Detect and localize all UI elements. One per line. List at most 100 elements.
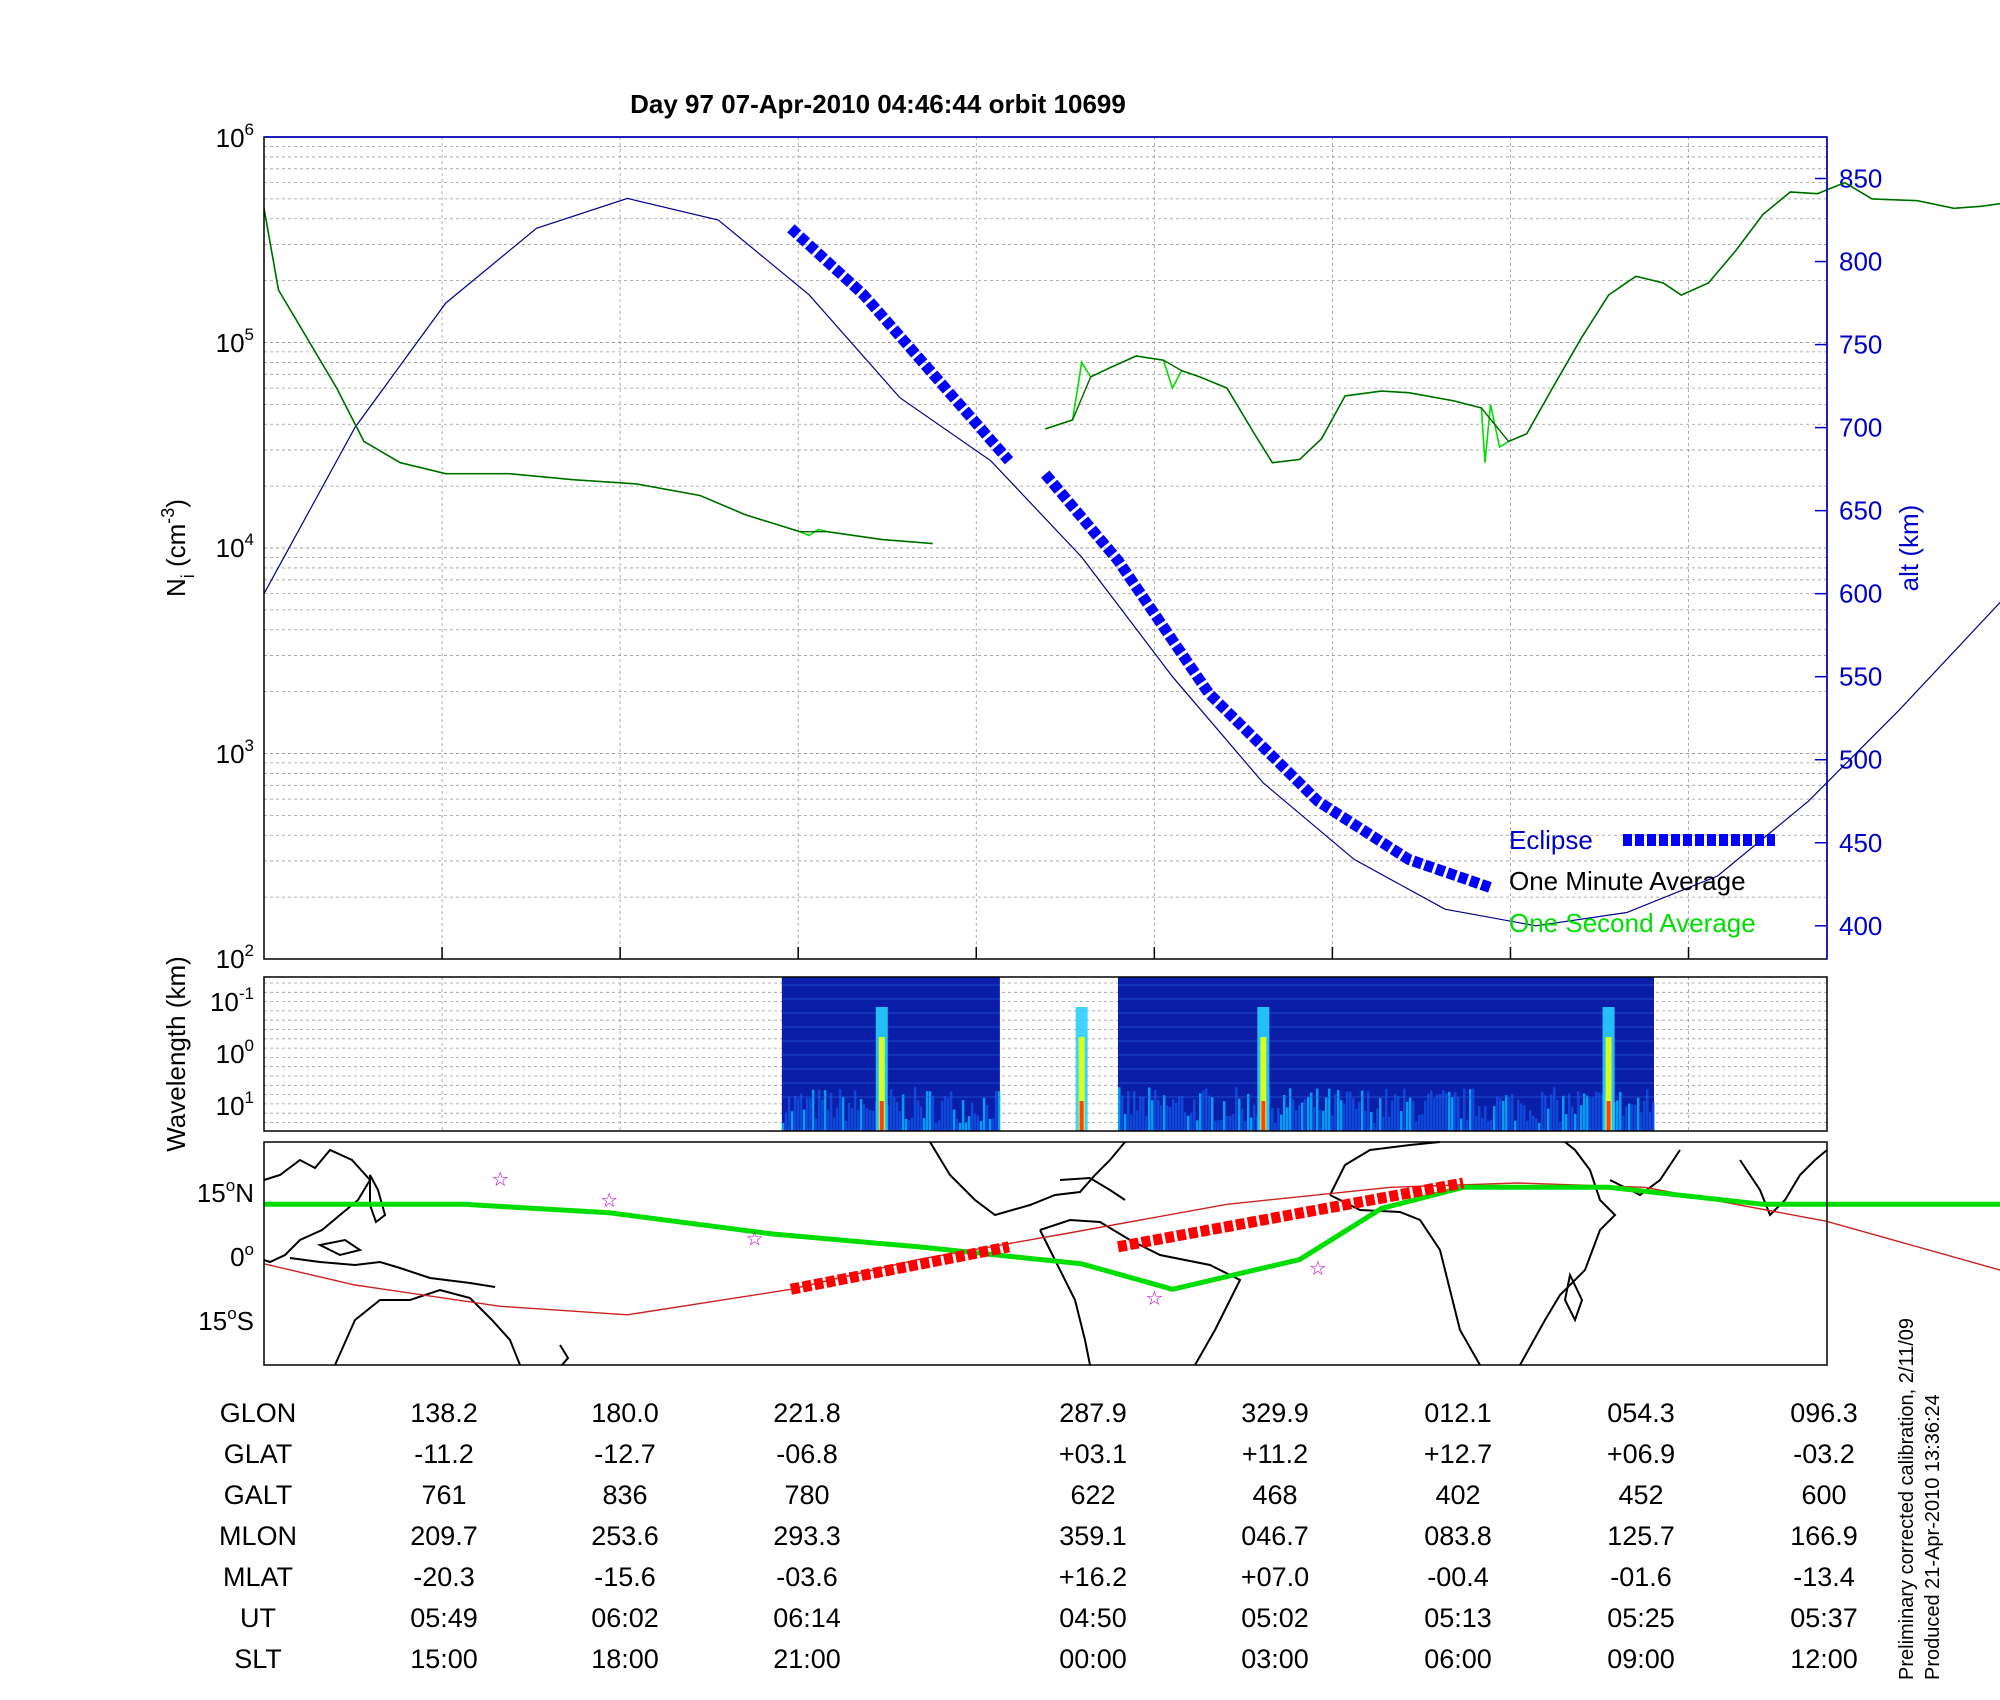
coastline-south-america <box>1039 1218 1242 1366</box>
map-background <box>264 1142 1827 1365</box>
spectrogram-column <box>892 1097 896 1131</box>
table-cell: 00:00 <box>1059 1644 1127 1674</box>
spectrogram-column <box>1567 1093 1571 1131</box>
map-frame <box>263 1141 1828 1366</box>
spectrogram-column <box>943 1096 947 1131</box>
produced-note: Produced 21-Apr-2010 13:36:24 <box>1922 1394 1944 1680</box>
spectrogram-column <box>1627 1103 1631 1131</box>
spectrogram-column <box>1132 1091 1136 1131</box>
legend: Eclipse One Minute Average One Second Av… <box>1509 825 1775 938</box>
spectrogram-column <box>1531 1115 1535 1131</box>
wavelength-tick-label: 100 <box>216 1036 254 1069</box>
table-cell: 125.7 <box>1607 1521 1675 1551</box>
coastline-india <box>1739 1149 1828 1217</box>
spectrogram-column <box>955 1118 959 1131</box>
spectrogram-column <box>1306 1096 1310 1131</box>
table-cell: +11.2 <box>1242 1439 1308 1469</box>
spectrogram-column <box>1489 1119 1493 1131</box>
spectrogram-column <box>925 1091 929 1131</box>
spectrogram-column <box>1630 1104 1634 1131</box>
map-eclipse-line <box>1117 1177 1465 1253</box>
spectrogram-column <box>793 1095 797 1131</box>
spectrogram-column <box>1270 1108 1274 1131</box>
spectrogram-column <box>1393 1093 1397 1131</box>
spectrogram-column <box>1381 1116 1385 1131</box>
spectrogram-column <box>1561 1095 1565 1131</box>
spectrogram-column <box>799 1093 803 1131</box>
spectrogram-column <box>1159 1105 1163 1131</box>
density-tick-label: 102 <box>216 941 254 974</box>
spectrogram-column <box>934 1122 938 1131</box>
spectrogram-column <box>1582 1093 1586 1131</box>
spectrogram-column <box>913 1087 917 1131</box>
table-header: GALT <box>224 1480 293 1510</box>
spectrogram-column <box>1168 1106 1172 1131</box>
spectrogram-column <box>1444 1093 1448 1131</box>
spectrogram-column <box>1588 1098 1592 1131</box>
table-cell: 096.3 <box>1790 1398 1858 1428</box>
spectrogram-column <box>1129 1114 1133 1131</box>
spectrogram-column <box>1480 1117 1484 1131</box>
altitude-line <box>263 197 2000 927</box>
density-altitude-panel: 102 103 104 105 106 Ni (cm-3) 400 450 500 5… <box>158 120 2000 974</box>
spectrogram-column <box>1642 1100 1646 1131</box>
spectrogram-column <box>1594 1091 1598 1131</box>
coastline-nz <box>559 1344 570 1366</box>
density-axis-label: Ni (cm-3) <box>158 499 198 597</box>
spectrogram-column <box>1318 1110 1322 1131</box>
spectrogram-column <box>1525 1120 1529 1131</box>
spectrogram-column <box>1336 1090 1340 1131</box>
spectrogram-column <box>979 1121 983 1131</box>
spectrogram-column <box>1441 1089 1445 1131</box>
spectrogram-column <box>1372 1122 1376 1131</box>
spectrogram-column <box>1600 1093 1604 1131</box>
table-cell: 253.6 <box>591 1521 659 1551</box>
spectrogram-column <box>895 1101 899 1131</box>
spectrogram-column <box>1615 1100 1619 1131</box>
spectrogram-column <box>1429 1090 1433 1131</box>
table-cell: 468 <box>1252 1480 1297 1510</box>
world-map-panel: ☆ ☆ ☆ ☆ ☆ 15oN 0o 15oS <box>197 1141 2000 1366</box>
spectrogram-column <box>1315 1088 1319 1131</box>
spectrogram-column <box>1285 1107 1289 1131</box>
altitude-tick-label: 500 <box>1839 745 1882 775</box>
spectrogram-column <box>865 1108 869 1131</box>
spectrogram-column <box>1537 1122 1541 1131</box>
spectrogram-column <box>1459 1118 1463 1131</box>
ground-station-marker: ☆ <box>1309 1256 1327 1280</box>
table-cell: 054.3 <box>1607 1398 1675 1428</box>
spectrogram-column <box>826 1109 830 1131</box>
altitude-tick-label: 750 <box>1839 330 1882 360</box>
spectrogram-column <box>1369 1111 1373 1131</box>
spectrogram-column <box>1579 1105 1583 1131</box>
spectrogram-column <box>1423 1100 1427 1131</box>
table-cell: -06.8 <box>776 1439 838 1469</box>
spectrogram-column <box>1507 1097 1511 1131</box>
spectrogram-burst-peak <box>1261 1101 1266 1131</box>
spectrogram-column <box>967 1116 971 1131</box>
spectrogram-column <box>1237 1098 1241 1131</box>
spectrogram-column <box>1462 1088 1466 1131</box>
spectrogram-column <box>1123 1114 1127 1131</box>
table-header: SLT <box>234 1644 282 1674</box>
coastline-caribbean <box>1059 1176 1126 1201</box>
map-series: ☆ ☆ ☆ ☆ ☆ <box>263 1167 2000 1316</box>
spectrogram-frame <box>263 976 1828 1132</box>
spectrogram-column <box>1471 1088 1475 1131</box>
spectrogram-column <box>1456 1097 1460 1131</box>
density-tick-label: 106 <box>216 120 254 153</box>
spectrogram-column <box>901 1094 905 1131</box>
coastline-madagascar <box>1563 1271 1584 1323</box>
spectrogram-column <box>1339 1100 1343 1131</box>
spectrogram-burst-peak <box>1079 1101 1084 1131</box>
spectrogram-column <box>781 1122 785 1131</box>
spectrogram-column <box>1186 1115 1190 1131</box>
table-header: GLAT <box>224 1439 293 1469</box>
spectrogram-column <box>829 1092 833 1131</box>
calibration-note: Preliminary corrected calibration, 2/11/… <box>1896 1318 1918 1680</box>
table-cell: -03.6 <box>776 1562 838 1592</box>
spectrogram-column <box>1384 1088 1388 1131</box>
spectrogram-column <box>1144 1115 1148 1131</box>
density-tick-label: 103 <box>216 736 254 769</box>
spectrogram-column <box>1648 1111 1652 1131</box>
